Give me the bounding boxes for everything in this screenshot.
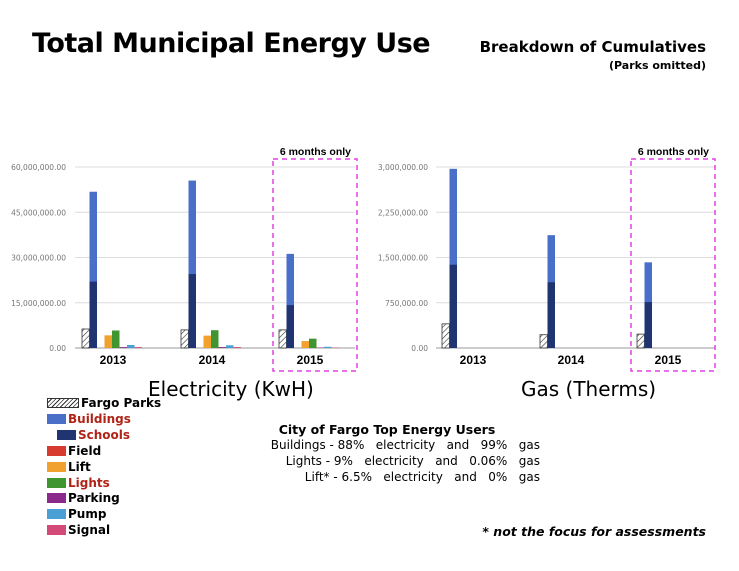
bar-lift (104, 335, 112, 348)
x-tick-label: 2014 (558, 353, 585, 367)
bar-fargo-parks (81, 328, 90, 349)
legend-swatch (57, 429, 76, 440)
bar-fargo-parks (441, 323, 450, 349)
legend-label: Buildings (68, 411, 131, 426)
bar-fargo-parks (636, 333, 645, 349)
legend-item: Schools (57, 428, 130, 442)
y-tick-label: 30,000,000.00 (11, 254, 66, 263)
x-tick-label: 2014 (199, 353, 226, 367)
bar-buildings (449, 168, 457, 348)
bar-schools (188, 274, 196, 348)
y-tick-label: 750,000.00 (385, 299, 428, 308)
legend-item: Buildings (47, 412, 131, 426)
bar-lights (309, 338, 317, 348)
summary-title: City of Fargo Top Energy Users (278, 422, 496, 437)
legend-swatch (47, 525, 66, 536)
y-tick-label: 60,000,000.00 (11, 163, 66, 172)
legend-item: Lights (47, 476, 110, 490)
legend-swatch (47, 445, 66, 456)
y-tick-label: 1,500,000.00 (378, 254, 428, 263)
bar-lift (301, 341, 309, 348)
electricity-chart: 0.00 15,000,000.00 30,000,000.00 45,000,000… (11, 146, 358, 372)
legend-label: Parking (68, 491, 120, 506)
y-tick-label: 0.00 (411, 344, 428, 353)
legend-item: Parking (47, 491, 120, 505)
highlight-box (272, 158, 358, 372)
bar-fargo-parks (180, 329, 189, 349)
annotation-label: 6 months only (638, 146, 709, 158)
bar-parking (119, 347, 127, 348)
bar-schools (286, 305, 294, 348)
bar-buildings (188, 180, 196, 348)
bar-schools (89, 281, 97, 348)
legend-swatch (47, 398, 79, 408)
legend-label: Schools (78, 427, 131, 442)
legend-label: Lift (68, 459, 91, 474)
summary-line: Lift* - 6.5% electricity and 0% gas (304, 470, 540, 484)
bar-signal (233, 347, 241, 348)
legend-item: Fargo Parks (47, 396, 161, 410)
bar-fargo-parks (539, 334, 548, 349)
y-tick-label: 15,000,000.00 (11, 299, 66, 308)
summary-line: Buildings - 88% electricity and 99% gas (270, 438, 540, 452)
bar-pump (324, 346, 332, 348)
bar-signal (134, 347, 142, 348)
legend-item: Lift (47, 460, 91, 474)
legend-item: Pump (47, 507, 106, 521)
legend-label: Field (68, 443, 102, 458)
electricity-chart-title: Electricity (KwH) (148, 377, 314, 401)
bar-buildings (89, 191, 97, 348)
summary-block: City of Fargo Top Energy Users Buildings… (250, 422, 540, 485)
legend-swatch (47, 461, 66, 472)
bar-pump (226, 345, 234, 348)
legend-swatch (47, 477, 66, 488)
gas-chart: 0.00 750,000.00 1,500,000.00 2,250,000.00 3,… (378, 146, 716, 372)
y-tick-label: 2,250,000.00 (378, 208, 428, 217)
y-tick-label: 45,000,000.00 (11, 208, 66, 217)
legend-swatch (47, 413, 66, 424)
annotation-label: 6 months only (280, 146, 351, 158)
highlight-box (630, 158, 716, 372)
legend-label: Pump (68, 507, 107, 522)
y-tick-label: 3,000,000.00 (378, 163, 428, 172)
x-tick-label: 2013 (460, 353, 487, 367)
bar-lift (203, 335, 211, 348)
legend-item: Signal (47, 523, 110, 537)
legend-label: Signal (68, 523, 111, 538)
bar-parking (218, 347, 226, 348)
page-subtitle-note: (Parks omitted) (608, 59, 706, 72)
bar-pump (127, 344, 135, 348)
bar-fargo-parks (278, 329, 287, 349)
y-tick-label: 0.00 (49, 344, 66, 353)
legend-swatch (47, 493, 66, 504)
legend-item: Field (47, 444, 101, 458)
bar-lights (112, 330, 120, 348)
legend-swatch (47, 509, 66, 520)
summary-line: Lights - 9% electricity and 0.06% gas (285, 454, 540, 468)
x-tick-label: 2013 (100, 353, 127, 367)
page-subtitle: Breakdown of Cumulatives (479, 38, 706, 56)
footnote: * not the focus for assessments (482, 524, 706, 539)
bar-schools (547, 282, 555, 348)
x-tick-label: 2015 (655, 353, 682, 367)
bar-lights (211, 330, 219, 348)
gas-chart-title: Gas (Therms) (521, 377, 657, 401)
legend-label: Fargo Parks (81, 396, 162, 410)
bar-schools (449, 264, 457, 348)
x-tick-label: 2015 (297, 353, 324, 367)
bar-schools (644, 302, 652, 348)
bar-buildings (286, 253, 294, 348)
legend-label: Lights (68, 475, 110, 490)
page-title: Total Municipal Energy Use (32, 28, 431, 59)
